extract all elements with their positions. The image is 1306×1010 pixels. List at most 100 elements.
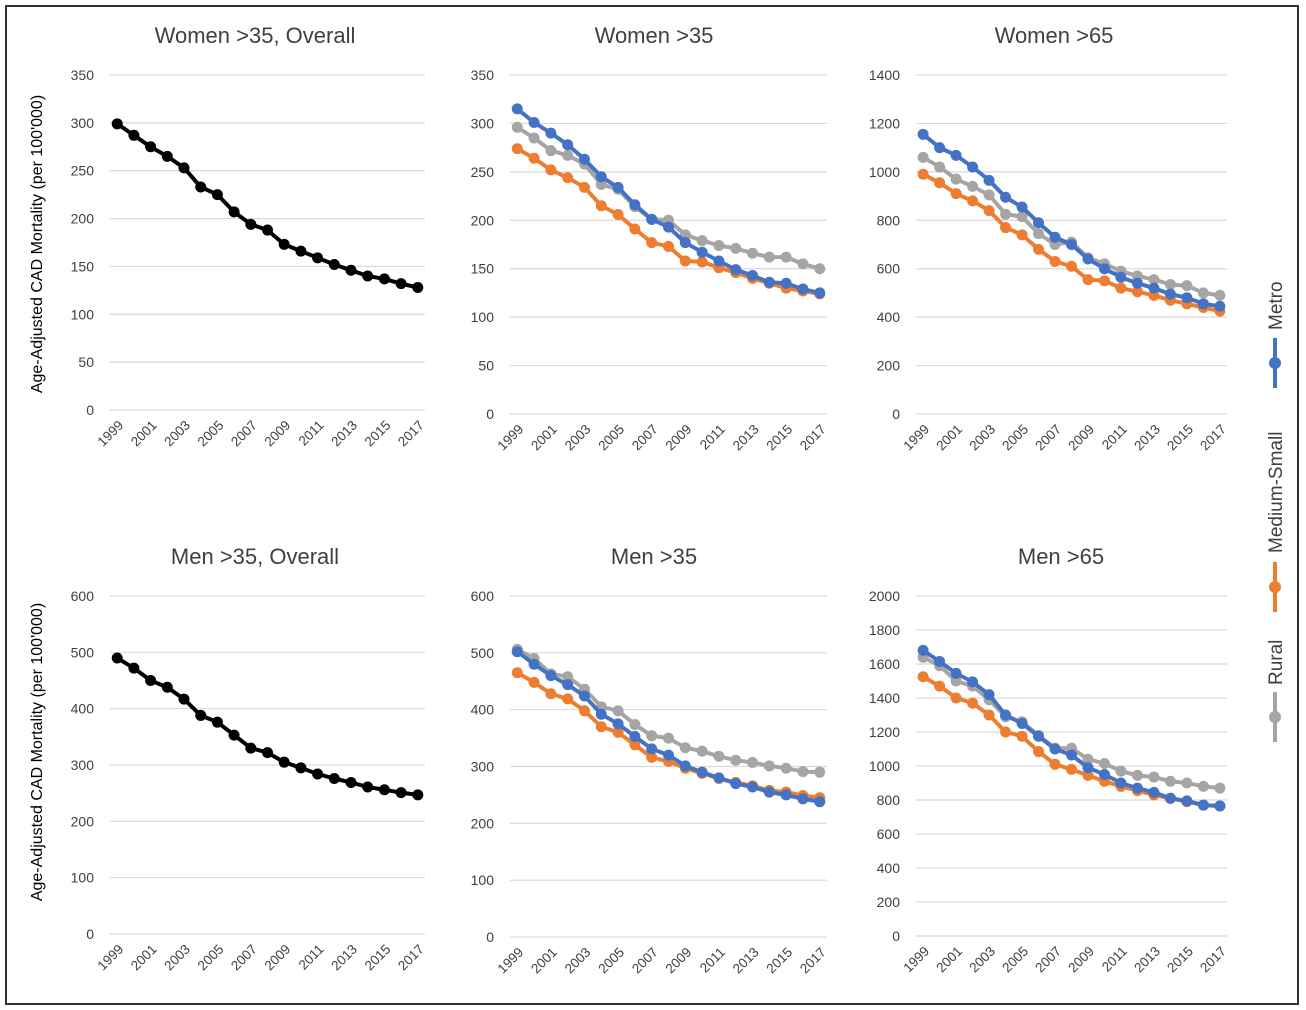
y-tick-label: 300 — [471, 115, 495, 131]
data-point-medium-small-2005 — [612, 726, 624, 738]
x-tick-label: 2009 — [261, 418, 293, 450]
data-point-rural-2008 — [663, 732, 674, 744]
data-point-medium-small-2001 — [545, 164, 557, 176]
data-point-metro-2003 — [983, 174, 995, 186]
data-point-overall-2010 — [295, 762, 307, 774]
x-tick-label: 2001 — [933, 422, 965, 454]
x-tick-label: 2017 — [395, 418, 427, 450]
data-point-medium-small-2001 — [950, 188, 962, 200]
data-point-medium-small-2004 — [1000, 726, 1012, 738]
data-point-rural-2017 — [814, 766, 826, 778]
data-point-overall-2002 — [161, 681, 173, 693]
x-tick-label: 2011 — [697, 422, 728, 453]
data-point-overall-2000 — [128, 129, 140, 141]
x-tick-label: 2005 — [999, 944, 1031, 976]
data-point-medium-small-2006 — [629, 739, 641, 751]
data-point-overall-2001 — [145, 141, 157, 153]
data-point-medium-small-2010 — [1098, 275, 1110, 287]
data-point-medium-small-2011 — [1115, 282, 1127, 294]
y-tick-label: 150 — [71, 258, 95, 274]
data-point-medium-small-1999 — [511, 143, 523, 155]
data-point-metro-2011 — [1115, 777, 1127, 789]
x-tick-label: 2003 — [966, 422, 998, 454]
data-point-metro-2012 — [730, 264, 742, 276]
y-tick-label: 600 — [877, 826, 901, 842]
data-point-metro-2006 — [1033, 217, 1045, 229]
data-point-overall-2011 — [312, 768, 324, 780]
data-point-rural-2014 — [763, 760, 775, 772]
data-point-overall-2003 — [178, 693, 190, 705]
x-tick-label: 1999 — [495, 945, 527, 977]
y-tick-label: 600 — [71, 588, 95, 604]
data-point-medium-small-1999 — [917, 671, 929, 683]
data-point-metro-2014 — [763, 276, 775, 288]
data-point-metro-2007 — [1049, 231, 1061, 243]
y-tick-label: 0 — [892, 928, 900, 944]
x-tick-label: 2007 — [228, 418, 260, 450]
y-tick-label: 200 — [877, 358, 901, 374]
data-point-overall-1999 — [111, 118, 123, 130]
data-point-rural-2001 — [950, 675, 962, 687]
x-tick-label: 2013 — [1131, 944, 1163, 976]
data-point-rural-2011 — [1115, 765, 1127, 777]
chart-title: Men >35, Overall — [171, 544, 339, 569]
data-point-rural-2007 — [646, 730, 658, 742]
data-point-metro-2005 — [1016, 201, 1028, 213]
data-point-overall-2012 — [328, 773, 340, 785]
chart-title: Women >65 — [995, 23, 1114, 48]
data-point-metro-2004 — [595, 171, 607, 183]
data-point-rural-1999 — [511, 121, 523, 133]
data-point-medium-small-2000 — [528, 152, 540, 164]
y-tick-label: 50 — [78, 354, 94, 370]
x-tick-label: 2001 — [933, 944, 965, 976]
data-point-metro-2017 — [814, 796, 826, 808]
data-point-metro-2016 — [1197, 298, 1209, 310]
x-tick-label: 1999 — [900, 422, 932, 454]
data-point-metro-2011 — [1115, 271, 1127, 283]
data-point-metro-2014 — [1164, 288, 1176, 300]
y-tick-label: 0 — [892, 406, 900, 422]
chart-title: Women >35, Overall — [155, 23, 356, 48]
x-tick-label: 1999 — [900, 944, 932, 976]
data-point-medium-small-2007 — [646, 751, 658, 763]
data-point-metro-2007 — [646, 213, 658, 225]
data-point-rural-2015 — [780, 251, 792, 263]
data-point-metro-2015 — [1181, 292, 1193, 304]
data-point-rural-2010 — [696, 745, 708, 757]
data-point-rural-2006 — [1033, 228, 1045, 240]
data-point-metro-2010 — [696, 766, 708, 778]
y-tick-label: 500 — [71, 644, 95, 660]
y-tick-label: 1000 — [869, 758, 900, 774]
x-tick-label: 2011 — [296, 418, 327, 449]
x-tick-label: 2001 — [528, 422, 560, 454]
x-tick-label: 2003 — [966, 944, 998, 976]
x-tick-label: 2005 — [595, 945, 627, 977]
series-line-medium-small — [922, 675, 1221, 808]
y-tick-label: 600 — [877, 261, 901, 277]
x-tick-label: 2007 — [629, 422, 661, 454]
data-point-rural-2016 — [1197, 780, 1209, 792]
data-point-medium-small-2006 — [1033, 746, 1045, 758]
data-point-medium-small-2002 — [562, 693, 574, 705]
x-tick-label: 2017 — [797, 945, 829, 977]
data-point-overall-2011 — [312, 252, 324, 264]
data-point-rural-2005 — [612, 705, 624, 717]
y-tick-label: 200 — [471, 815, 495, 831]
y-tick-label: 400 — [877, 309, 901, 325]
data-point-metro-2000 — [528, 116, 540, 128]
data-point-metro-2000 — [528, 658, 540, 670]
data-point-rural-2015 — [1181, 280, 1193, 292]
data-point-metro-2001 — [950, 149, 962, 161]
legend-marker-medium-small — [1269, 581, 1281, 593]
data-point-medium-small-2001 — [545, 688, 557, 700]
x-tick-label: 2007 — [228, 942, 260, 974]
series-medium-small — [917, 671, 1226, 812]
data-point-metro-2009 — [679, 237, 691, 249]
data-point-rural-2013 — [747, 247, 759, 259]
data-point-metro-2000 — [934, 142, 946, 154]
y-tick-label: 500 — [471, 645, 495, 661]
data-point-metro-2011 — [713, 772, 725, 784]
data-point-rural-2002 — [967, 180, 979, 192]
x-tick-label: 1999 — [495, 422, 527, 454]
